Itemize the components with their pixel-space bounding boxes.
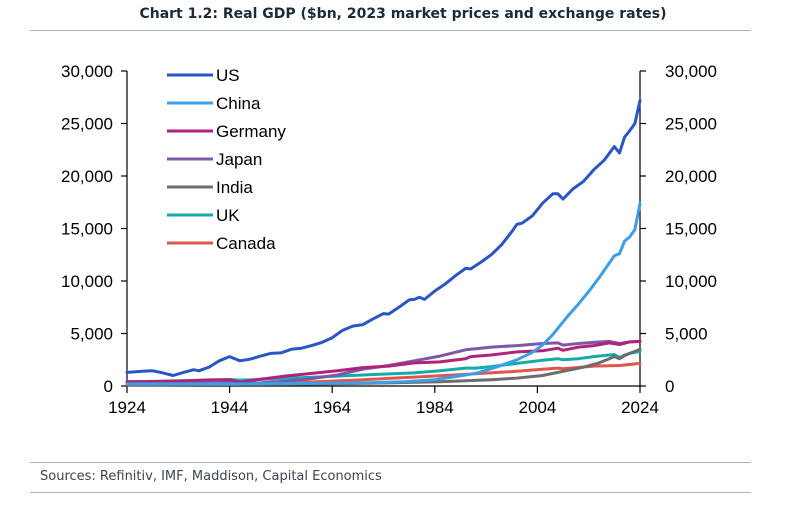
x-tick-label: 1984 (416, 398, 454, 417)
source-divider-top (30, 462, 751, 463)
y-tick-label-left: 20,000 (61, 167, 113, 186)
y-tick-label-left: 25,000 (61, 115, 113, 134)
legend-label-us: US (216, 66, 240, 85)
y-tick-label-right: 20,000 (665, 167, 717, 186)
legend-label-uk: UK (216, 206, 240, 225)
legend-label-canada: Canada (216, 234, 276, 253)
source-divider-bottom (30, 492, 751, 493)
line-chart: 0 0 5,000 5,000 10,000 10,000 15,000 15,000 20,0… (61, 62, 717, 417)
top-divider (30, 30, 751, 31)
y-tick-label-right: 0 (665, 377, 674, 396)
y-tick-label-right: 30,000 (665, 62, 717, 81)
y-tick-label-left: 15,000 (61, 220, 113, 239)
y-tick-label-left: 10,000 (61, 272, 113, 291)
series-line-china (125, 201, 642, 386)
legend-label-germany: Germany (216, 122, 286, 141)
x-tick-label: 1944 (211, 398, 249, 417)
series-line-uk (125, 349, 642, 384)
series-line-us (125, 98, 642, 377)
series-line-germany (125, 339, 642, 384)
legend-label-india: India (216, 178, 253, 197)
chart-title: Chart 1.2: Real GDP ($bn, 2023 market pr… (139, 6, 667, 22)
x-tick-label: 1964 (313, 398, 351, 417)
x-tick-label: 1924 (108, 398, 146, 417)
y-tick-label-left: 0 (104, 377, 113, 396)
y-tick-label-left: 30,000 (61, 62, 113, 81)
y-tick-label-left: 5,000 (70, 325, 113, 344)
source-note: Sources: Refinitiv, IMF, Maddison, Capit… (40, 469, 382, 484)
y-tick-label-right: 10,000 (665, 272, 717, 291)
x-tick-label: 2004 (518, 398, 556, 417)
y-tick-label-right: 25,000 (665, 115, 717, 134)
legend-label-china: China (216, 94, 261, 113)
y-tick-label-right: 15,000 (665, 220, 717, 239)
x-tick-label: 2024 (621, 398, 659, 417)
legend-label-japan: Japan (216, 150, 262, 169)
y-tick-label-right: 5,000 (665, 325, 708, 344)
